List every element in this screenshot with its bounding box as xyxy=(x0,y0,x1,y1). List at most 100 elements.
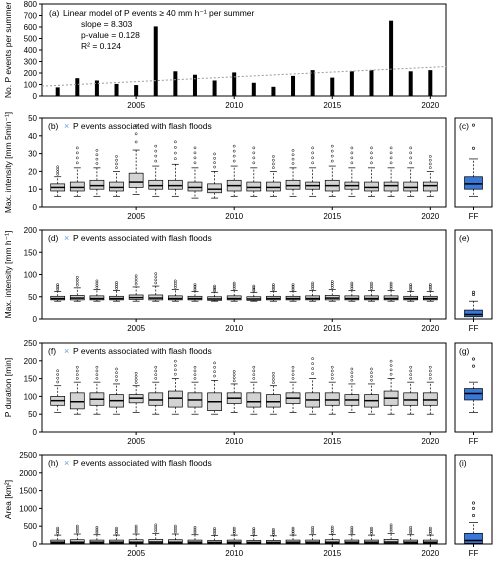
outlier-point xyxy=(428,373,432,377)
ff-x-label: FF xyxy=(469,437,479,446)
bar-2009 xyxy=(212,80,217,96)
outlier-point xyxy=(311,281,314,285)
box-2005 xyxy=(128,274,144,302)
outlier-point xyxy=(193,156,197,160)
outlier-point xyxy=(193,525,197,529)
ff-outlier-point xyxy=(471,123,475,127)
outlier-point xyxy=(174,372,177,376)
outlier-point xyxy=(370,526,373,530)
outlier-point xyxy=(232,283,236,287)
outlier-point xyxy=(213,528,216,532)
outlier-point xyxy=(272,532,275,536)
outlier-point xyxy=(193,151,197,155)
outlier-point xyxy=(370,528,373,532)
x-tick-label: 2020 xyxy=(421,437,439,446)
box-2010 xyxy=(226,281,242,302)
panel-g: (g) FF xyxy=(454,342,493,446)
y-tick-label: 100 xyxy=(24,271,38,280)
outlier-point xyxy=(389,156,393,160)
box-2011 xyxy=(246,146,262,197)
box-2020-box xyxy=(422,392,438,406)
bar-2016 xyxy=(349,71,354,96)
box-2006-box xyxy=(148,392,164,406)
x-tick-label: 2005 xyxy=(127,212,145,221)
outlier-point xyxy=(115,162,118,166)
box-2007 xyxy=(168,140,183,197)
bar-2004 xyxy=(114,83,119,96)
x-tick-label: 2005 xyxy=(127,437,145,446)
box-2019-box xyxy=(403,181,419,192)
box-2011 xyxy=(246,284,262,302)
panel-a-annotation-r2: R² = 0.124 xyxy=(81,41,121,51)
outlier-point xyxy=(428,284,432,288)
panel-a-annotation-title: Linear model of P events ≥ 40 mm h⁻¹ per… xyxy=(63,8,255,18)
outlier-point xyxy=(252,146,256,150)
outlier-point xyxy=(174,286,177,289)
box-2001 xyxy=(50,165,66,197)
box-2006 xyxy=(148,523,164,545)
panel-h-label: (h) xyxy=(48,458,59,468)
bar-2006 xyxy=(153,26,158,96)
legend-ff-marker-icon: × xyxy=(64,458,69,468)
outlier-point xyxy=(232,144,236,148)
panel-d-frame xyxy=(41,229,447,320)
outlier-point xyxy=(174,283,177,287)
outlier-point xyxy=(291,149,295,152)
outlier-point xyxy=(193,373,197,377)
box-2003-box xyxy=(89,179,105,190)
outlier-point xyxy=(428,286,432,290)
outlier-point xyxy=(330,159,334,163)
y-tick-label: 200 xyxy=(24,226,38,235)
outlier-point xyxy=(330,369,334,373)
outlier-point xyxy=(350,378,354,382)
outlier-point xyxy=(350,375,354,378)
box-2017 xyxy=(364,281,379,302)
outlier-point xyxy=(291,530,295,533)
outlier-point xyxy=(174,524,177,528)
outlier-point xyxy=(311,283,314,287)
outlier-point xyxy=(272,378,275,381)
y-tick-label: 0 xyxy=(33,315,38,324)
x-tick-label: 2010 xyxy=(225,549,243,558)
box-2010 xyxy=(226,370,242,413)
box-2020 xyxy=(422,365,438,415)
box-2007 xyxy=(168,359,183,415)
outlier-point xyxy=(272,286,275,290)
box-2009 xyxy=(207,284,222,302)
outlier-point xyxy=(115,281,118,284)
outlier-point xyxy=(330,531,334,534)
box-2016 xyxy=(344,146,360,197)
panel-b-frame xyxy=(41,117,447,208)
outlier-point xyxy=(252,151,256,155)
ff-outlier-point xyxy=(471,290,475,294)
outlier-point xyxy=(75,369,79,373)
y-tick-label: 20 xyxy=(28,167,37,176)
box-2020 xyxy=(422,155,438,197)
outlier-point xyxy=(330,529,334,533)
box-2016 xyxy=(344,281,360,302)
outlier-point xyxy=(213,361,216,365)
outlier-point xyxy=(409,377,413,380)
y-tick-label: 700 xyxy=(24,12,38,21)
outlier-point xyxy=(252,161,256,165)
outlier-point xyxy=(174,279,177,283)
outlier-point xyxy=(232,159,236,163)
box-2002 xyxy=(69,146,85,197)
panel-c-label: (c) xyxy=(459,121,469,131)
outlier-point xyxy=(252,365,256,369)
outlier-point xyxy=(311,527,314,531)
box-2012 xyxy=(266,283,281,302)
outlier-point xyxy=(409,369,413,373)
outlier-point xyxy=(154,275,158,279)
box-2003 xyxy=(89,365,105,415)
outlier-point xyxy=(213,289,216,293)
outlier-point xyxy=(311,357,314,361)
outlier-point xyxy=(350,285,354,289)
x-tick-label: 2015 xyxy=(323,101,341,110)
outlier-point xyxy=(428,369,432,373)
box-2013 xyxy=(285,365,301,413)
outlier-point xyxy=(370,371,373,375)
box-2001 xyxy=(50,369,66,413)
outlier-point xyxy=(134,371,138,375)
outlier-point xyxy=(370,281,373,285)
